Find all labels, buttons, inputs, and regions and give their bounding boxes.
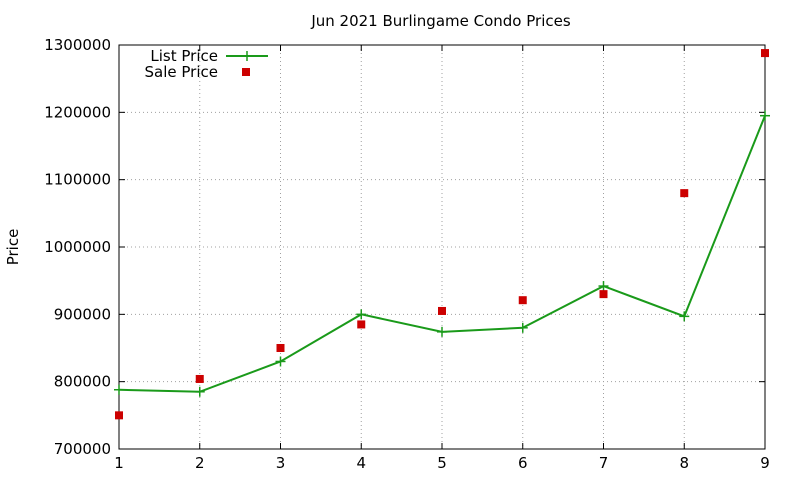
x-tick-label-1: 2: [195, 454, 205, 472]
sale-price-point-5: [518, 296, 527, 305]
list-price-point-5: [517, 322, 528, 333]
y-tick-label-6: 1300000: [44, 36, 111, 54]
sale-price-point-2: [276, 344, 285, 352]
list-price-point-3: [356, 309, 367, 320]
legend-marker-list-price: [242, 51, 252, 61]
y-tick-label-3: 1000000: [44, 238, 111, 256]
y-axis-label: Price: [4, 229, 22, 266]
list-price-point-8: [760, 110, 770, 121]
plot-series: [114, 49, 770, 420]
x-tick-label-0: 1: [114, 454, 124, 472]
list-price-point-0: [114, 384, 124, 395]
list-price-point-1: [194, 386, 205, 397]
list-price-point-6: [598, 281, 609, 292]
y-tick-label-2: 900000: [54, 305, 111, 323]
x-tick-label-2: 3: [276, 454, 286, 472]
x-tick-label-7: 8: [679, 454, 689, 472]
list-price-point-2: [275, 356, 286, 367]
x-tick-label-8: 9: [760, 454, 770, 472]
x-tick-label-5: 6: [518, 454, 528, 472]
y-tick-label-1: 800000: [54, 373, 111, 391]
sale-price-point-3: [357, 320, 366, 329]
sale-price-point-7: [680, 189, 689, 198]
sale-price-point-0: [115, 411, 123, 420]
x-tick-label-3: 4: [356, 454, 366, 472]
list-price-point-4: [437, 326, 447, 337]
list-price-point-7: [679, 311, 690, 322]
legend-label-list-price: List Price: [150, 47, 218, 65]
sale-price-point-6: [599, 290, 608, 299]
x-tick-label-6: 7: [599, 454, 609, 472]
sale-price-point-8: [761, 49, 769, 58]
axes: 1 2 3 4 5 6 7 8 9 700000 800000 900000 1000000 110000…: [44, 36, 770, 472]
y-tick-label-0: 700000: [54, 440, 111, 458]
gridlines: [119, 45, 765, 449]
sale-price-point-4: [438, 306, 446, 315]
y-tick-label-4: 1100000: [44, 171, 111, 189]
x-tick-label-4: 5: [437, 454, 447, 472]
legend: List Price Sale Price: [145, 47, 268, 81]
legend-label-sale-price: Sale Price: [145, 63, 218, 81]
chart-title: Jun 2021 Burlingame Condo Prices: [310, 12, 570, 30]
legend-marker-sale-price: [242, 68, 250, 76]
y-tick-label-5: 1200000: [44, 103, 111, 121]
sale-price-point-1: [195, 374, 204, 383]
